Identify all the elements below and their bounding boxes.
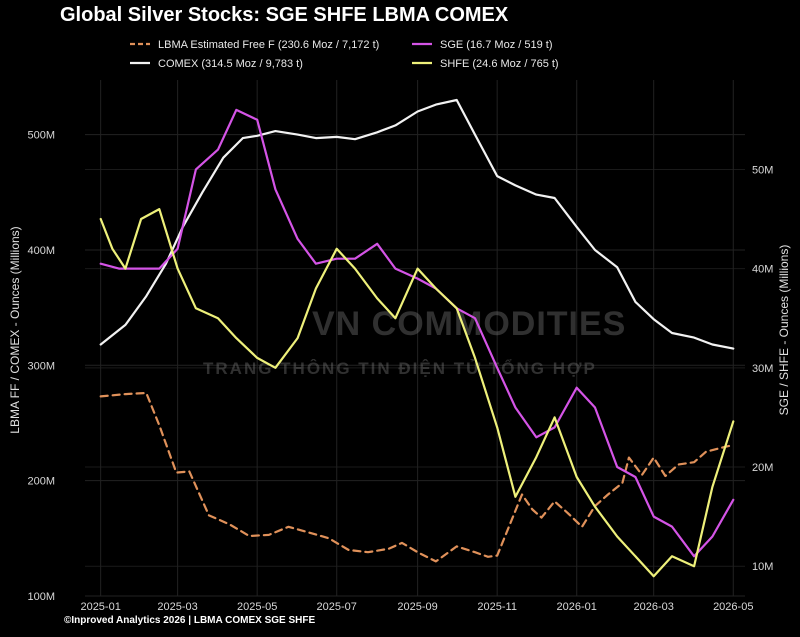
grid-lines: [85, 80, 745, 597]
x-tick-label: 2025-01: [80, 601, 120, 613]
x-tick-label: 2026-01: [557, 601, 597, 613]
x-tick-label: 2025-07: [317, 601, 357, 613]
series-line-3: [99, 208, 735, 578]
legend-label-1: COMEX (314.5 Moz / 9,783 t): [158, 58, 303, 70]
x-tick-label: 2026-03: [634, 601, 674, 613]
watermark: VN COMMODITIES TRANG THÔNG TIN ĐIỆN TỬ T…: [203, 305, 626, 378]
x-tick-label: 2025-05: [237, 601, 277, 613]
footer-credit: ©Inproved Analytics 2026 | LBMA COMEX SG…: [64, 615, 316, 626]
x-tick-label: 2025-09: [397, 601, 437, 613]
left-tick-label: 100M: [27, 591, 55, 603]
x-tick-label: 2025-11: [477, 601, 517, 613]
legend: LBMA Estimated Free F (230.6 Moz / 7,172…: [130, 39, 559, 70]
legend-label-3: SHFE (24.6 Moz / 765 t): [440, 58, 559, 70]
right-tick-label: 50M: [752, 164, 773, 176]
x-tick-label: 2026-05: [713, 601, 753, 613]
right-axis-label: SGE / SHFE - Ounces (Millions): [777, 245, 791, 416]
right-tick-label: 30M: [752, 363, 773, 375]
series-line-0: [99, 391, 735, 563]
left-tick-label: 500M: [27, 130, 55, 142]
left-tick-label: 300M: [27, 360, 55, 372]
left-tick-label: 200M: [27, 476, 55, 488]
right-tick-label: 20M: [752, 462, 773, 474]
left-axis-ticks: 100M 200M 300M 400M 500M: [27, 130, 55, 603]
x-axis-ticks: 2025-01 2025-03 2025-05 2025-07 2025-09 2025-…: [80, 601, 753, 613]
left-axis-label: LBMA FF / COMEX - Ounces (Millions): [8, 226, 22, 433]
legend-label-2: SGE (16.7 Moz / 519 t): [440, 39, 553, 51]
x-tick-label: 2025-03: [157, 601, 197, 613]
series-lines: [99, 98, 735, 578]
legend-label-0: LBMA Estimated Free F (230.6 Moz / 7,172…: [158, 39, 379, 51]
right-tick-label: 10M: [752, 561, 773, 573]
right-tick-label: 40M: [752, 264, 773, 276]
series-line-2: [99, 108, 735, 558]
chart-title: Global Silver Stocks: SGE SHFE LBMA COME…: [60, 4, 509, 26]
watermark-tagline: TRANG THÔNG TIN ĐIỆN TỬ TỔNG HỢP: [203, 359, 597, 378]
series-line-1: [99, 98, 735, 350]
left-tick-label: 400M: [27, 245, 55, 257]
right-axis-ticks: 10M 20M 30M 40M 50M: [752, 164, 773, 573]
watermark-brand: VN COMMODITIES: [312, 305, 626, 343]
